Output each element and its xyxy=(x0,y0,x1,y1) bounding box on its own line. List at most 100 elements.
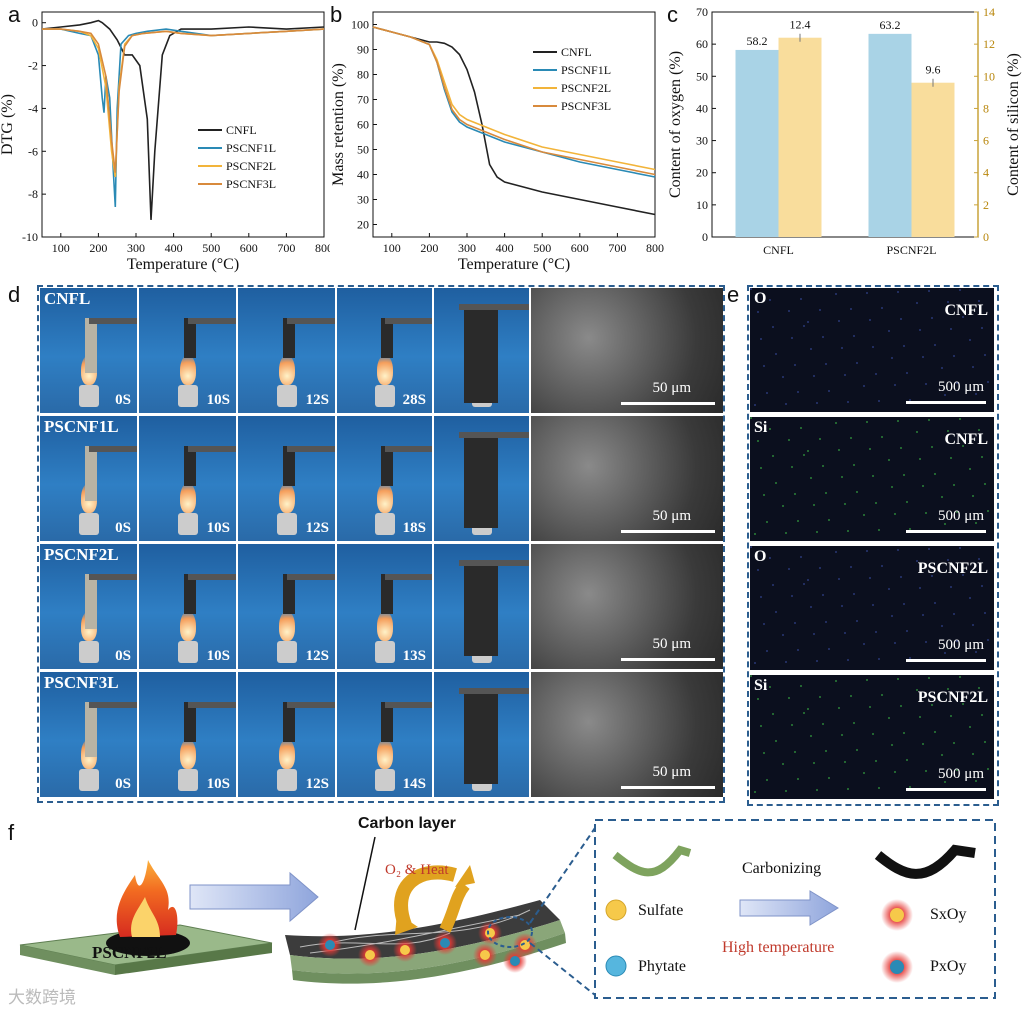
scale-bar xyxy=(906,401,986,404)
silicon-value-label: 9.6 xyxy=(926,63,941,77)
burn-time-label: 28S xyxy=(402,392,426,408)
scale-bar-label: 50 μm xyxy=(652,508,691,524)
combustion-photo: 10S xyxy=(139,672,236,797)
y2-axis-label: Content of silicon (%) xyxy=(1005,53,1022,196)
sample-row-label: PSCNF3L xyxy=(44,673,119,692)
x-axis-label: Temperature (°C) xyxy=(127,256,239,273)
particle xyxy=(485,928,495,938)
burn-time-label: 0S xyxy=(115,776,131,792)
combustion-photo: 14S xyxy=(337,672,432,797)
silicon-value-label: 12.4 xyxy=(790,18,811,32)
combustion-photo: 12S xyxy=(238,672,335,797)
combustion-photo: PSCNF2L 0S xyxy=(40,544,137,669)
burn-time-label: 10S xyxy=(206,392,230,408)
x-tick-label: 300 xyxy=(127,241,145,255)
scale-bar xyxy=(621,402,715,405)
scale-bar xyxy=(906,530,986,533)
fiber-icon xyxy=(612,845,692,877)
y2-tick-label: 10 xyxy=(983,69,995,83)
burn-time-label: 10S xyxy=(206,520,230,536)
watermark: 大数跨境 xyxy=(8,988,76,1008)
legend-label: PSCNF1L xyxy=(226,141,276,155)
series-line-pscnf1l xyxy=(42,28,325,208)
panel-letter-f: f xyxy=(8,820,15,845)
scale-bar xyxy=(906,788,986,791)
panel-letter-b: b xyxy=(330,2,343,27)
burn-time-label: 18S xyxy=(402,520,426,536)
x-tick-label: 400 xyxy=(496,241,514,255)
burn-time-label: 13S xyxy=(402,648,426,664)
x-tick-label: 500 xyxy=(533,241,551,255)
series-line-pscnf2l xyxy=(372,26,656,171)
sample-row-label: PSCNF2L xyxy=(44,545,119,564)
scale-bar xyxy=(621,658,715,661)
legend-label: CNFL xyxy=(561,45,592,59)
plot-frame xyxy=(41,11,325,238)
combustion-photo: 10S xyxy=(139,288,236,413)
y-tick-label: 40 xyxy=(357,168,369,182)
scale-bar-label: 50 μm xyxy=(652,636,691,652)
oxygen-value-label: 58.2 xyxy=(747,34,768,48)
sample-row-label: CNFL xyxy=(44,289,91,308)
pxoy-label: PxOy xyxy=(930,958,967,975)
sample-row-label: PSCNF1L xyxy=(44,417,119,436)
combustion-photo: 12S xyxy=(238,288,335,413)
y-axis-label: Content of oxygen (%) xyxy=(667,51,684,198)
sample-label: PSCNF2L xyxy=(917,560,988,577)
y2-tick-label: 8 xyxy=(983,101,989,115)
scale-bar-label: 500 μm xyxy=(938,637,984,653)
zoom-box xyxy=(594,819,996,999)
particle xyxy=(325,940,335,950)
x-tick-label: 200 xyxy=(89,241,107,255)
y2-tick-label: 12 xyxy=(983,37,995,51)
combustion-photo: CNFL 0S xyxy=(40,288,137,413)
combustion-photo: 28S xyxy=(337,288,432,413)
series-line-cnfl xyxy=(372,26,656,216)
y-tick-label: 30 xyxy=(696,134,708,148)
burn-time-label: 12S xyxy=(305,392,329,408)
y-tick-label: 50 xyxy=(696,69,708,83)
particle xyxy=(440,938,450,948)
eds-map: O CNFL 500 μm xyxy=(750,288,994,412)
eds-map: Si PSCNF2L 500 μm xyxy=(750,675,994,799)
y-axis-label: Mass retention (%) xyxy=(330,63,347,186)
x-tick-label: 700 xyxy=(277,241,295,255)
y-tick-label: 90 xyxy=(357,43,369,57)
combustion-photo: 10S xyxy=(139,544,236,669)
x-axis-label: Temperature (°C) xyxy=(458,256,570,273)
sem-image: 50 μm xyxy=(531,672,723,797)
scale-bar-label: 50 μm xyxy=(652,764,691,780)
burn-time-label: 12S xyxy=(305,520,329,536)
sem-image: 50 μm xyxy=(531,416,723,541)
schematic-drawing xyxy=(19,819,996,999)
silicon-bar xyxy=(778,37,822,237)
particle xyxy=(400,945,410,955)
combustion-photo: PSCNF3L 0S xyxy=(40,672,137,797)
burn-time-label: 0S xyxy=(115,648,131,664)
series-line-pscnf1l xyxy=(372,26,656,178)
x-tick-label: 100 xyxy=(383,241,401,255)
carbonizing-arrow-icon xyxy=(739,890,839,926)
y-tick-label: 70 xyxy=(357,93,369,107)
panel-d-frame xyxy=(37,285,725,803)
x-tick-label: 500 xyxy=(202,241,220,255)
x-tick-label: 400 xyxy=(165,241,183,255)
phytate-label: Phytate xyxy=(638,958,686,975)
oxygen-bar xyxy=(735,49,779,237)
y-tick-label: 70 xyxy=(696,5,708,19)
x-tick-label: 600 xyxy=(240,241,258,255)
y-tick-label: -8 xyxy=(28,187,38,201)
x-tick-label: 100 xyxy=(52,241,70,255)
y-tick-label: 40 xyxy=(696,101,708,115)
y-tick-label: 100 xyxy=(351,18,369,32)
x-tick-label: 800 xyxy=(646,241,664,255)
sulfate-icon xyxy=(605,899,627,921)
particle xyxy=(520,940,530,950)
y-tick-label: 20 xyxy=(357,218,369,232)
dtg-chart: 100 200 300 400 500 600 700 800 0 -2 -4 -6 -8 -10 Temp… xyxy=(0,11,330,273)
combustion-photo: 12S xyxy=(238,416,335,541)
y-tick-label: 30 xyxy=(357,193,369,207)
pxoy-icon xyxy=(890,960,904,974)
particle xyxy=(480,950,490,960)
x-tick-label: 700 xyxy=(608,241,626,255)
